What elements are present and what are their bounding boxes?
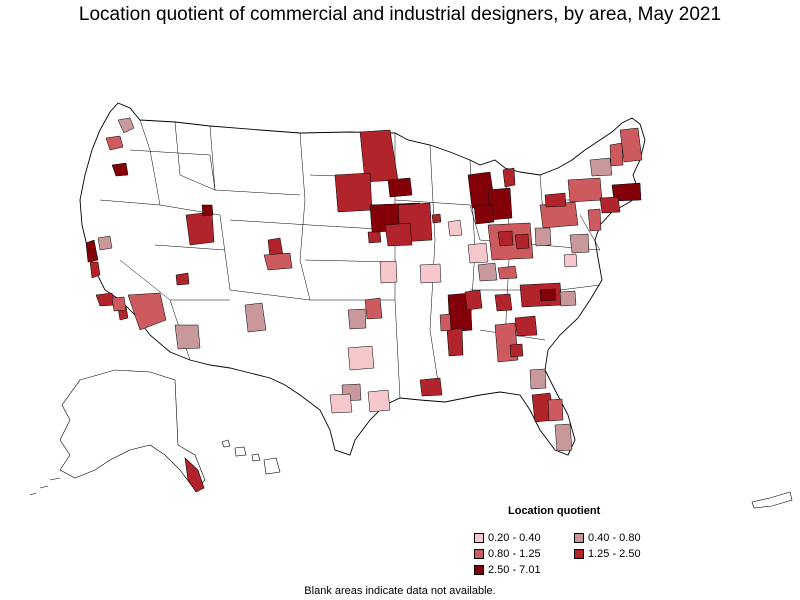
area-utah-n xyxy=(201,204,214,217)
legend-item-0: 0.20 - 0.40 xyxy=(474,532,541,544)
area-tn-3 xyxy=(494,293,513,312)
legend-swatch-4 xyxy=(474,565,484,575)
area-iowa-2 xyxy=(367,231,382,244)
area-nv xyxy=(175,272,190,286)
hawaii xyxy=(221,439,281,475)
area-md xyxy=(569,233,590,254)
area-fl-4 xyxy=(554,423,573,452)
area-chicago-s xyxy=(447,219,463,237)
legend-item-1: 0.40 - 0.80 xyxy=(574,532,641,544)
legend-label-0: 0.20 - 0.40 xyxy=(488,532,541,544)
area-me xyxy=(619,127,643,163)
area-slc xyxy=(185,211,215,246)
legend-item-4: 2.50 - 7.01 xyxy=(474,564,541,576)
area-la-state xyxy=(419,377,443,397)
area-ct xyxy=(599,196,621,214)
area-ok xyxy=(347,308,367,330)
area-oh-2 xyxy=(497,230,514,247)
legend-title: Location quotient xyxy=(508,505,601,517)
area-mi-4 xyxy=(502,167,516,188)
area-pa-2 xyxy=(544,192,567,208)
legend-swatch-0 xyxy=(474,533,484,543)
area-ny-1 xyxy=(567,177,603,203)
area-polygons xyxy=(85,117,643,452)
area-in xyxy=(467,242,489,264)
area-nc-3 xyxy=(559,290,577,307)
legend-item-2: 0.80 - 1.25 xyxy=(474,548,541,560)
area-fl-1 xyxy=(529,368,547,390)
area-ny-2 xyxy=(589,157,613,177)
area-ks-1 xyxy=(379,260,398,284)
area-nj xyxy=(587,208,602,232)
legend-swatch-3 xyxy=(574,549,584,559)
area-alaska-se xyxy=(184,457,205,493)
territories xyxy=(751,491,793,509)
area-sj xyxy=(89,261,101,279)
area-mo-1 xyxy=(419,263,442,284)
area-nc-2 xyxy=(539,288,557,302)
area-mi-3 xyxy=(473,204,495,225)
area-va xyxy=(563,253,578,268)
area-tx-dallas xyxy=(347,345,375,371)
area-ky-1 xyxy=(477,262,498,282)
area-tn-2 xyxy=(464,289,483,311)
area-oregon-east xyxy=(111,162,129,177)
area-nm xyxy=(244,302,267,333)
legend-swatch-1 xyxy=(574,533,584,543)
legend-label-2: 0.80 - 1.25 xyxy=(488,548,541,560)
map-title: Location quotient of commercial and indu… xyxy=(78,4,722,25)
area-portland xyxy=(105,135,124,151)
area-tx-houston xyxy=(367,389,391,413)
area-ga-2 xyxy=(509,343,524,358)
area-phoenix xyxy=(127,292,167,331)
area-ia xyxy=(384,222,413,247)
area-tucson xyxy=(174,324,201,350)
alaska xyxy=(29,369,206,496)
area-sc xyxy=(514,315,538,337)
area-mn-3 xyxy=(387,177,413,198)
area-mo-2 xyxy=(364,297,383,320)
area-tx-sa xyxy=(329,393,353,414)
legend-label-3: 1.25 - 2.50 xyxy=(588,548,641,560)
area-colorado xyxy=(263,252,293,271)
legend-swatch-2 xyxy=(474,549,484,559)
area-mn-2 xyxy=(334,172,373,213)
area-ky-2 xyxy=(497,265,518,280)
area-il-cl xyxy=(431,213,442,224)
area-sf xyxy=(85,239,99,263)
legend-label-4: 2.50 - 7.01 xyxy=(488,564,541,576)
legend-item-3: 1.25 - 2.50 xyxy=(574,548,641,560)
area-oh-3 xyxy=(514,233,530,250)
area-ma xyxy=(611,182,642,202)
area-riverside xyxy=(111,296,127,312)
area-sacramento xyxy=(97,235,113,251)
footnote: Blank areas indicate data not available. xyxy=(304,585,496,597)
area-ar-1 xyxy=(439,313,452,332)
area-wv xyxy=(534,227,552,247)
area-al xyxy=(446,327,464,357)
area-fl-3 xyxy=(547,398,564,422)
area-vt xyxy=(609,142,624,167)
area-seattle xyxy=(117,117,135,134)
legend-label-1: 0.40 - 0.80 xyxy=(588,532,641,544)
